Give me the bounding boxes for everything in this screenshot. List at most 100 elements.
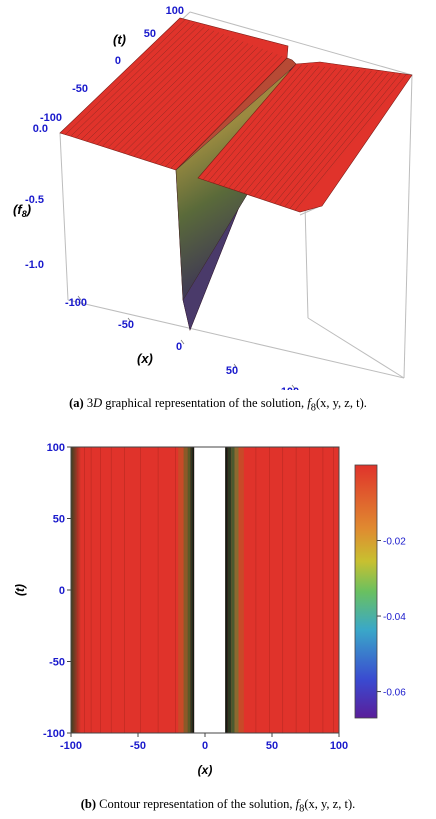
x-tick-label: -50 bbox=[130, 740, 146, 752]
mesh-line bbox=[91, 28, 210, 144]
mesh-line bbox=[96, 30, 215, 145]
caption-b-label: (b) bbox=[80, 797, 97, 811]
contour-region-left bbox=[71, 447, 195, 733]
mesh-line bbox=[133, 43, 249, 157]
mesh-line bbox=[274, 72, 384, 204]
x-tick-label: 50 bbox=[266, 740, 278, 752]
mesh-line bbox=[284, 73, 395, 208]
contour-x-label: (x) bbox=[198, 763, 213, 777]
y-tick-label: -100 bbox=[43, 728, 65, 740]
contour-band bbox=[192, 447, 195, 733]
x-tick-label: -50 bbox=[118, 319, 134, 331]
z-tick-label: -0.5 bbox=[25, 194, 44, 206]
y-tick-label: -50 bbox=[49, 657, 65, 669]
mesh-line bbox=[269, 71, 378, 202]
t-tick-label: 50 bbox=[144, 28, 156, 40]
x-tick-label: 0 bbox=[202, 740, 208, 752]
contour-blank-band bbox=[194, 447, 226, 733]
z-tick-label: 0.0 bbox=[33, 123, 48, 135]
t-axis-ticks: -100 -50 0 50 100 bbox=[40, 5, 184, 124]
colorbar-ticks: -0.02 -0.04 -0.06 bbox=[377, 537, 406, 699]
mesh-line bbox=[233, 67, 337, 191]
x-tick-label: -100 bbox=[65, 297, 87, 309]
mesh-line bbox=[243, 68, 349, 194]
mesh-line bbox=[75, 23, 195, 139]
mesh-line bbox=[202, 64, 302, 180]
contour-plot: -100 -50 0 50 100 100 50 0 -50 -100 (t) (x) -0.02… bbox=[13, 442, 406, 777]
contour-band bbox=[227, 447, 232, 733]
contour-band bbox=[178, 447, 184, 733]
mesh-line bbox=[218, 66, 320, 185]
z-tick-label: -1.0 bbox=[25, 259, 44, 271]
mesh-line bbox=[279, 72, 389, 206]
x-tick-label: 100 bbox=[330, 740, 348, 752]
mesh-line bbox=[248, 69, 355, 196]
mesh-line bbox=[112, 36, 229, 150]
mesh-line bbox=[107, 34, 224, 149]
mesh-line bbox=[138, 45, 254, 159]
contour-y-label: (t) bbox=[13, 584, 27, 596]
t-tick-label: -100 bbox=[40, 112, 62, 124]
surface-plot: (t) -100 -50 0 50 100 (f8) 0.0 -0.5 -1.0 (x) -… bbox=[13, 5, 413, 390]
colorbar-tick-label: -0.04 bbox=[383, 612, 406, 623]
mesh-line bbox=[149, 48, 263, 162]
surface-mesh-left bbox=[65, 19, 283, 169]
mesh-line bbox=[144, 46, 258, 161]
contour-edge-shade bbox=[71, 447, 81, 733]
contour-band bbox=[234, 447, 239, 733]
x-tick-label: 100 bbox=[281, 386, 299, 390]
mesh-line bbox=[117, 37, 234, 152]
mesh-line bbox=[123, 39, 239, 154]
contour-axes: -100 -50 0 50 100 100 50 0 -50 -100 bbox=[43, 442, 348, 752]
mesh-line bbox=[213, 65, 314, 184]
mesh-line bbox=[294, 74, 407, 211]
x-tick-mark bbox=[233, 363, 238, 369]
z-axis-ticks: 0.0 -0.5 -1.0 bbox=[25, 123, 48, 271]
contour-band bbox=[225, 447, 228, 733]
x-tick-mark bbox=[77, 295, 82, 301]
x-axis-label: (x) bbox=[137, 351, 153, 366]
x-tick-label: -100 bbox=[60, 740, 82, 752]
y-tick-label: 50 bbox=[53, 514, 65, 526]
caption-a: (a) 3D graphical representation of the s… bbox=[0, 396, 436, 414]
x-tick-mark bbox=[180, 339, 185, 345]
surface-mesh-right bbox=[202, 64, 407, 211]
mesh-line bbox=[65, 19, 186, 135]
contour-band bbox=[187, 447, 191, 733]
y-tick-label: 0 bbox=[59, 585, 65, 597]
x-tick-label: 50 bbox=[226, 365, 238, 377]
t-axis-label: (t) bbox=[113, 32, 126, 47]
mesh-line bbox=[160, 52, 273, 166]
colorbar-tick-label: -0.06 bbox=[383, 688, 406, 699]
x-axis-ticks: -100 -50 0 50 100 bbox=[65, 295, 299, 390]
mesh-line bbox=[238, 68, 343, 192]
caption-a-label: (a) bbox=[69, 396, 84, 410]
mesh-line bbox=[259, 70, 366, 199]
t-tick-label: 0 bbox=[115, 55, 121, 67]
mesh-line bbox=[102, 32, 220, 147]
mesh-line bbox=[170, 56, 283, 169]
contour-band bbox=[238, 447, 244, 733]
mesh-line bbox=[86, 26, 205, 142]
colorbar bbox=[354, 464, 378, 719]
contour-band bbox=[190, 447, 193, 733]
x-tick-label: 0 bbox=[176, 341, 182, 353]
y-tick-label: 100 bbox=[47, 442, 65, 454]
surface-right-plate bbox=[197, 61, 413, 213]
mesh-line bbox=[289, 73, 401, 209]
contour-band bbox=[231, 447, 235, 733]
mesh-line bbox=[208, 64, 308, 182]
colorbar-tick-label: -0.02 bbox=[383, 537, 406, 548]
mesh-line bbox=[128, 41, 244, 156]
contour-bands bbox=[70, 446, 340, 734]
mesh-line bbox=[264, 70, 372, 201]
contour-region-right bbox=[225, 447, 339, 733]
mesh-line bbox=[154, 50, 268, 164]
mesh-line bbox=[70, 21, 190, 137]
mesh-line bbox=[253, 69, 360, 197]
t-tick-label: -50 bbox=[72, 83, 88, 95]
mesh-line bbox=[165, 54, 278, 167]
x-tick-mark bbox=[291, 384, 296, 390]
contour-band bbox=[183, 447, 188, 733]
mesh-line bbox=[80, 25, 200, 140]
